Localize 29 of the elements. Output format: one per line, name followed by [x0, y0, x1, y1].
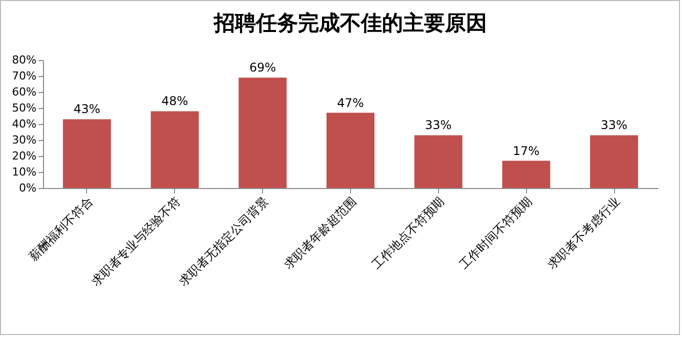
x-tick-label: 工作时间不符预期 [456, 194, 535, 272]
chart-title: 招聘任务完成不佳的主要原因 [213, 11, 487, 35]
bar [238, 78, 287, 188]
data-label: 17% [512, 144, 540, 158]
x-tick-label: 求职者年龄超范围 [281, 194, 359, 272]
data-label: 47% [337, 96, 364, 110]
y-tick-label: 70% [12, 70, 36, 82]
bar [502, 160, 550, 188]
data-label: 43% [74, 102, 100, 116]
y-tick-label: 20% [12, 150, 36, 162]
y-tick-label: 0% [19, 182, 36, 194]
x-tick-label: 工作地点不符预期 [369, 194, 447, 272]
bar [326, 112, 374, 188]
data-label: 33% [600, 118, 628, 132]
y-tick-label: 80% [12, 54, 36, 66]
y-tick-label: 40% [12, 118, 36, 130]
bar [414, 135, 462, 188]
y-tick-label: 30% [12, 134, 36, 146]
y-tick-label: 10% [12, 166, 36, 178]
x-tick-label: 求职者不考虑行业 [544, 194, 623, 272]
data-label: 33% [425, 118, 452, 132]
x-tick-label: 薪酬福利不符合 [26, 194, 96, 264]
data-label: 48% [161, 94, 188, 108]
bar [62, 119, 111, 188]
y-tick-label: 50% [12, 102, 36, 114]
y-tick-label: 60% [12, 86, 36, 98]
bar [590, 135, 638, 188]
data-label: 69% [249, 60, 276, 75]
bar [150, 111, 199, 188]
